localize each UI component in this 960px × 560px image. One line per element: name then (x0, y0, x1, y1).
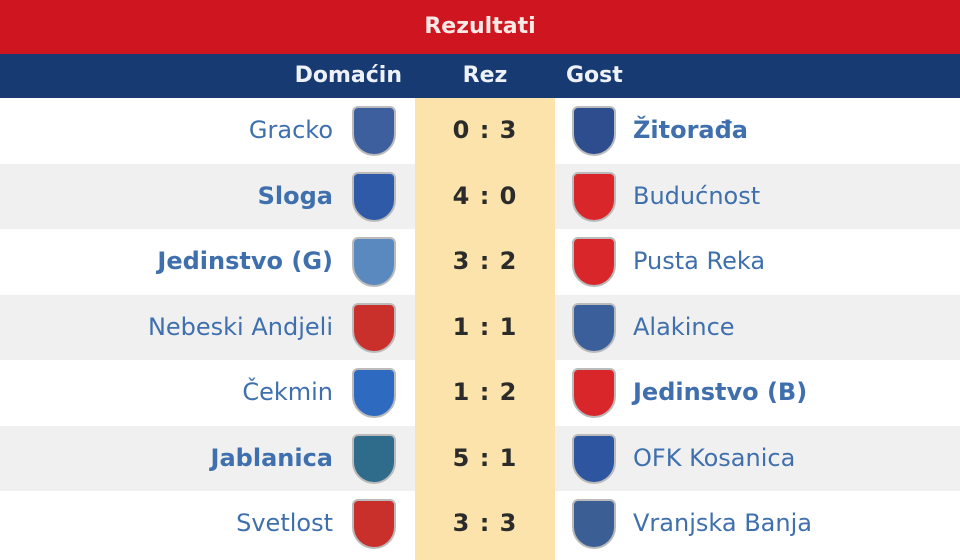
match-row[interactable]: Sloga 4 : 0 Budućnost (0, 163, 960, 229)
home-team[interactable]: Nebeski Andjeli (147, 312, 333, 341)
match-score: 1 : 1 (415, 294, 555, 360)
match-row[interactable]: Nebeski Andjeli 1 : 1 Alakince (0, 294, 960, 360)
home-team-logo-icon (352, 171, 396, 222)
home-team-logo-icon (352, 106, 396, 156)
away-team-logo-icon (572, 433, 616, 484)
away-team[interactable]: Alakince (633, 312, 735, 341)
away-team[interactable]: Vranjska Banja (633, 509, 812, 537)
match-row[interactable]: Jedinstvo (G) 3 : 2 Pusta Reka (0, 229, 960, 294)
match-score: 0 : 3 (415, 98, 555, 163)
header-home: Domaćin (294, 63, 402, 88)
away-team-logo-icon (572, 237, 616, 287)
away-team-logo-icon (572, 302, 616, 353)
header-away: Gost (566, 63, 623, 88)
away-team[interactable]: Žitorađa (633, 116, 748, 144)
match-row[interactable]: Gracko 0 : 3 Žitorađa (0, 98, 960, 163)
match-row[interactable]: Jablanica 5 : 1 OFK Kosanica (0, 425, 960, 491)
table-header: Domaćin Rez Gost (0, 54, 960, 98)
away-team[interactable]: OFK Kosanica (633, 443, 796, 472)
home-team[interactable]: Gracko (248, 116, 333, 144)
match-row[interactable]: Čekmin 1 : 2 Jedinstvo (B) (0, 360, 960, 425)
away-team[interactable]: Pusta Reka (633, 247, 766, 275)
match-score: 1 : 2 (415, 360, 555, 425)
home-team[interactable]: Sloga (257, 181, 333, 210)
home-team-logo-icon (352, 237, 396, 287)
match-row[interactable]: Svetlost 3 : 3 Vranjska Banja (0, 491, 960, 556)
away-team-logo-icon (572, 499, 616, 549)
away-team[interactable]: Jedinstvo (B) (633, 378, 808, 406)
home-team[interactable]: Jablanica (210, 443, 333, 472)
away-team[interactable]: Budućnost (633, 181, 761, 210)
home-team-logo-icon (352, 499, 396, 549)
home-team-logo-icon (352, 433, 396, 484)
results-title: Rezultati (0, 0, 960, 54)
match-score: 3 : 2 (415, 229, 555, 294)
home-team[interactable]: Svetlost (236, 509, 333, 537)
away-team-logo-icon (572, 171, 616, 222)
home-team[interactable]: Jedinstvo (G) (157, 247, 333, 275)
home-team-logo-icon (352, 302, 396, 353)
away-team-logo-icon (572, 106, 616, 156)
header-score: Rez (462, 63, 508, 88)
home-team-logo-icon (352, 368, 396, 418)
away-team-logo-icon (572, 368, 616, 418)
match-score: 4 : 0 (415, 163, 555, 229)
match-score: 3 : 3 (415, 491, 555, 556)
home-team[interactable]: Čekmin (242, 378, 333, 406)
match-score: 5 : 1 (415, 425, 555, 491)
